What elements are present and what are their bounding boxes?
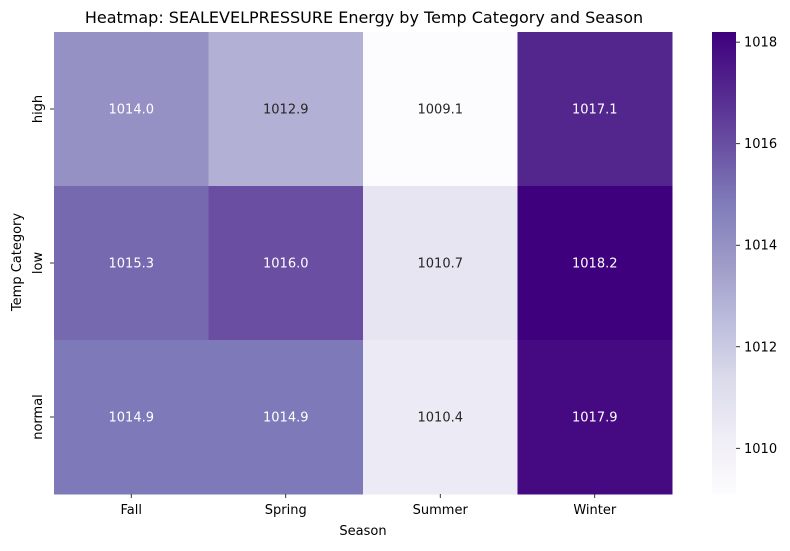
heatmap-cell xyxy=(363,186,518,341)
x-axis: Fall Spring Summer Winter xyxy=(121,494,617,518)
heatmap-cell xyxy=(363,32,518,187)
cell-value-label: 1017.9 xyxy=(572,411,618,426)
cell-value-label: 1017.1 xyxy=(572,103,618,118)
x-tick-label: Summer xyxy=(413,503,469,518)
y-axis: high low normal xyxy=(31,95,54,440)
y-tick-label: low xyxy=(31,252,46,275)
colorbar-tick-label: 1016 xyxy=(744,137,777,152)
heatmap-cell xyxy=(517,340,673,495)
cell-value-label: 1012.9 xyxy=(263,103,309,118)
chart-title: Heatmap: SEALEVELPRESSURE Energy by Temp… xyxy=(85,8,643,27)
x-tick-label: Spring xyxy=(265,503,307,518)
heatmap-cell-labels: 1014.0 1012.9 1009.1 1017.1 1015.3 1016.0 1010… xyxy=(109,103,618,426)
heatmap-cell xyxy=(208,32,364,187)
y-tick-label: normal xyxy=(31,394,46,440)
heatmap-cell xyxy=(54,186,209,341)
heatmap-cell xyxy=(517,186,673,341)
y-axis-label: Temp Category xyxy=(10,213,25,312)
cell-value-label: 1010.4 xyxy=(418,411,464,426)
colorbar-tick-label: 1012 xyxy=(744,340,777,355)
heatmap-cells xyxy=(54,32,673,495)
cell-value-label: 1015.3 xyxy=(109,257,155,272)
colorbar-tick-label: 1018 xyxy=(744,36,777,51)
colorbar: 1010 1012 1014 1016 1018 xyxy=(712,32,777,494)
heatmap-cell xyxy=(517,32,673,187)
cell-value-label: 1014.0 xyxy=(109,103,155,118)
heatmap-cell xyxy=(54,340,209,495)
cell-value-label: 1009.1 xyxy=(418,103,464,118)
colorbar-tick-label: 1014 xyxy=(744,239,777,254)
colorbar-gradient xyxy=(712,32,736,494)
heatmap-cell xyxy=(208,340,364,495)
y-tick-label: high xyxy=(31,95,46,123)
heatmap-cell xyxy=(54,32,209,187)
cell-value-label: 1010.7 xyxy=(418,257,464,272)
cell-value-label: 1014.9 xyxy=(109,411,155,426)
x-tick-label: Winter xyxy=(573,503,617,518)
colorbar-tick-label: 1010 xyxy=(744,442,777,457)
x-axis-label: Season xyxy=(339,524,386,539)
cell-value-label: 1014.9 xyxy=(263,411,309,426)
heatmap-cell xyxy=(363,340,518,495)
cell-value-label: 1016.0 xyxy=(263,257,309,272)
x-tick-label: Fall xyxy=(121,503,142,518)
heatmap-cell xyxy=(208,186,364,341)
cell-value-label: 1018.2 xyxy=(572,257,618,272)
